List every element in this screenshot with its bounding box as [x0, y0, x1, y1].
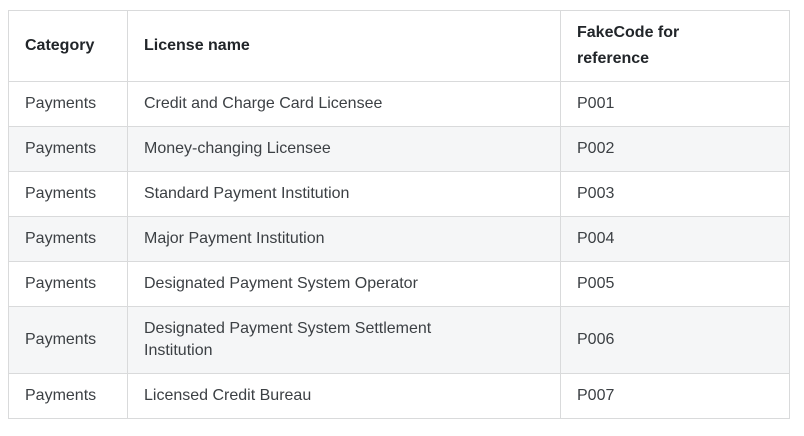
table-row: Payments Standard Payment Institution P0…	[8, 171, 790, 217]
license-table: Category License name FakeCode for refer…	[8, 10, 790, 419]
license-name-cell: Licensed Credit Bureau	[127, 373, 561, 419]
column-header-category-label: Category	[25, 37, 95, 54]
table-row: Payments Credit and Charge Card Licensee…	[8, 81, 790, 127]
table-row: Payments Major Payment Institution P004	[8, 216, 790, 262]
header-row: Category License name FakeCode for refer…	[8, 10, 790, 82]
column-header-license-name-label: License name	[144, 37, 250, 54]
license-name-text: Money-changing Licensee	[144, 140, 331, 157]
table-row: Payments Designated Payment System Settl…	[8, 306, 790, 374]
table-body: Payments Credit and Charge Card Licensee…	[8, 81, 790, 419]
category-cell: Payments	[8, 81, 128, 127]
table-row: Payments Designated Payment System Opera…	[8, 261, 790, 307]
table-header: Category License name FakeCode for refer…	[8, 10, 790, 82]
column-header-fakecode-label: FakeCode for reference	[577, 24, 680, 67]
category-cell: Payments	[8, 171, 128, 217]
table-row: Payments Licensed Credit Bureau P007	[8, 373, 790, 419]
category-cell: Payments	[8, 216, 128, 262]
fakecode-cell: P002	[560, 126, 790, 172]
license-name-text: Standard Payment Institution	[144, 185, 350, 202]
column-header-category: Category	[8, 10, 128, 82]
fakecode-cell: P001	[560, 81, 790, 127]
license-name-text: Licensed Credit Bureau	[144, 387, 312, 404]
license-name-cell: Credit and Charge Card Licensee	[127, 81, 561, 127]
license-name-cell: Major Payment Institution	[127, 216, 561, 262]
category-cell: Payments	[8, 373, 128, 419]
category-cell: Payments	[8, 261, 128, 307]
license-name-text: Designated Payment System Settlement Ins…	[144, 320, 432, 359]
license-name-text: Designated Payment System Operator	[144, 275, 418, 292]
fakecode-cell: P007	[560, 373, 790, 419]
fakecode-cell: P003	[560, 171, 790, 217]
category-cell: Payments	[8, 126, 128, 172]
table-row: Payments Money-changing Licensee P002	[8, 126, 790, 172]
license-name-cell: Money-changing Licensee	[127, 126, 561, 172]
license-name-cell: Designated Payment System Settlement Ins…	[127, 306, 561, 374]
license-name-text: Credit and Charge Card Licensee	[144, 95, 383, 112]
fakecode-cell: P005	[560, 261, 790, 307]
license-name-cell: Designated Payment System Operator	[127, 261, 561, 307]
license-name-cell: Standard Payment Institution	[127, 171, 561, 217]
category-cell: Payments	[8, 306, 128, 374]
license-name-text: Major Payment Institution	[144, 230, 325, 247]
fakecode-cell: P006	[560, 306, 790, 374]
column-header-fakecode: FakeCode for reference	[560, 10, 790, 82]
fakecode-cell: P004	[560, 216, 790, 262]
column-header-license-name: License name	[127, 10, 561, 82]
